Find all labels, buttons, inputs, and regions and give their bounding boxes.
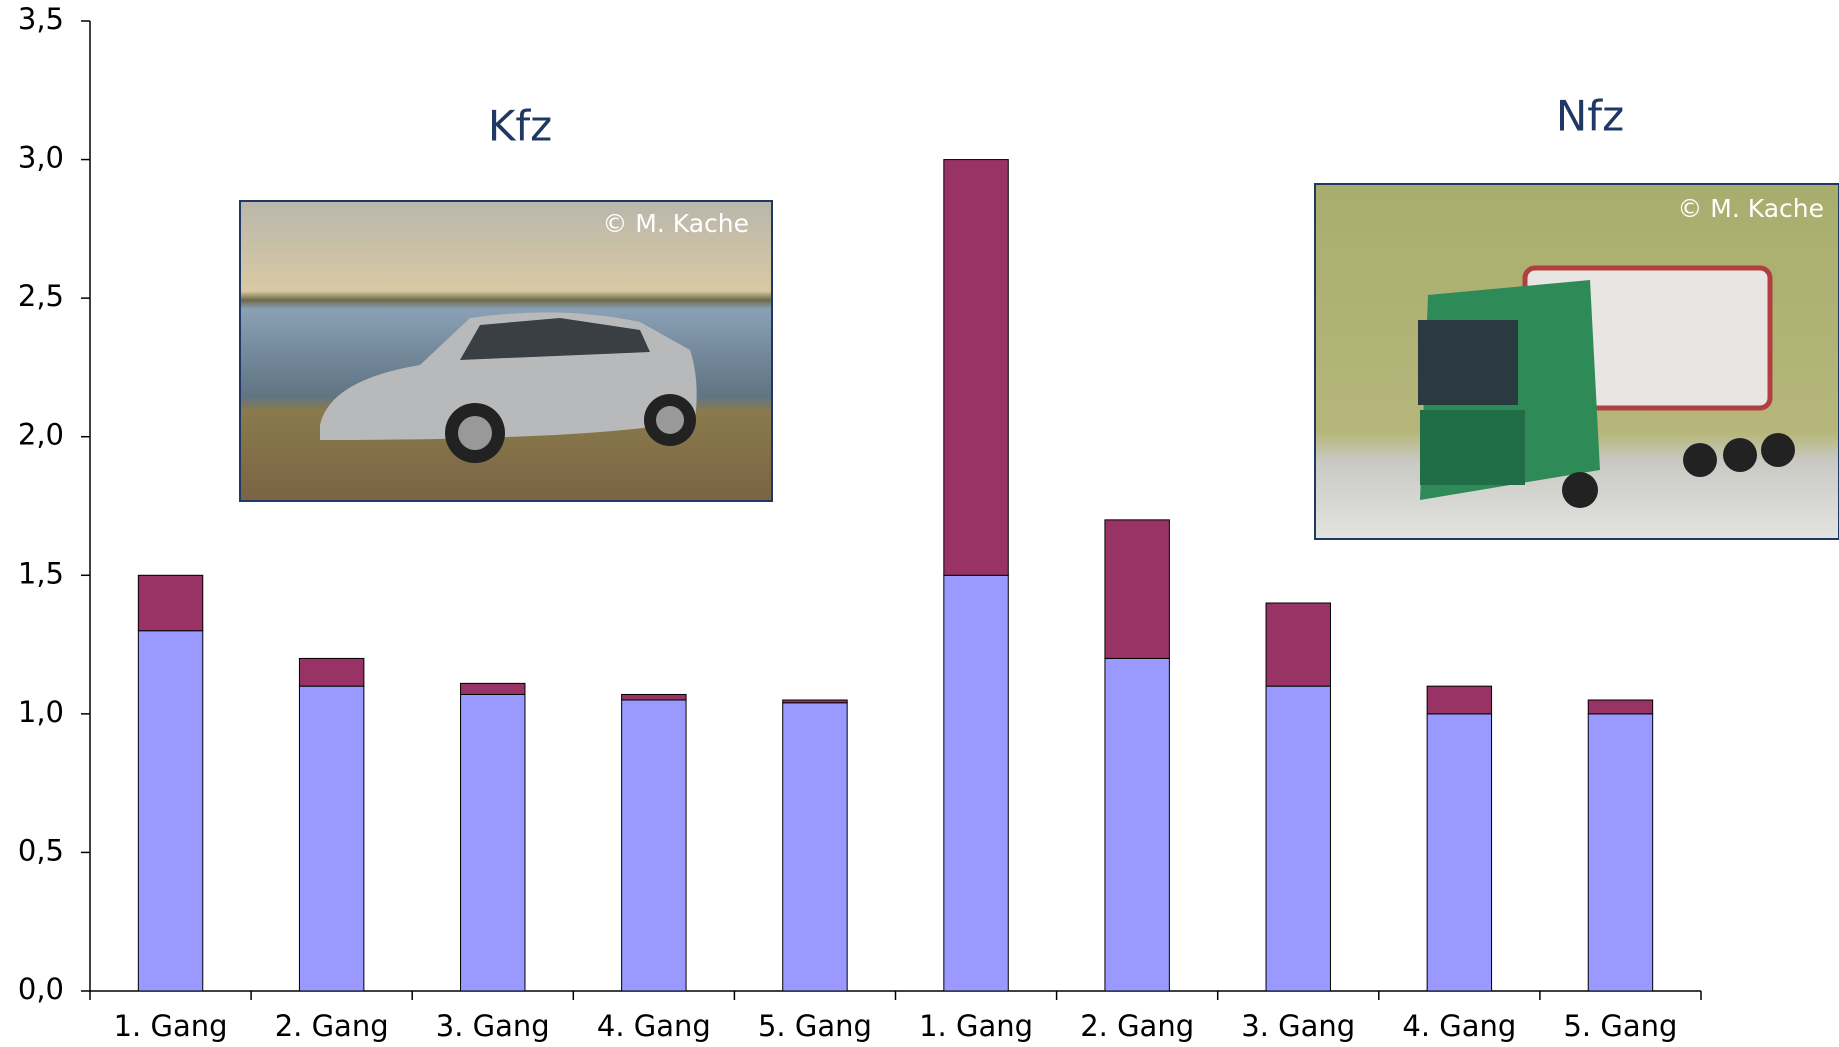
x-tick-label: 5. Gang (758, 1009, 872, 1043)
bar-segment (460, 682, 526, 695)
bar-segment (1265, 685, 1331, 992)
x-tick-label: 4. Gang (597, 1009, 711, 1043)
y-tick-label: 0,0 (18, 972, 64, 1006)
annotation: Nfz (1556, 92, 1624, 141)
y-tick-label: 0,5 (18, 833, 64, 867)
bar-segment (137, 630, 204, 992)
y-tick-label: 3,5 (18, 2, 64, 36)
photo-car (239, 200, 773, 502)
y-tick-label: 2,5 (18, 279, 64, 313)
x-tick-label: 1. Gang (919, 1009, 1033, 1043)
copyright: © M. Kache (602, 209, 749, 238)
bar-segment (943, 574, 1009, 992)
bar-segment (1265, 602, 1331, 687)
annotation: Kfz (488, 102, 552, 151)
bar-segment (1587, 713, 1654, 992)
x-tick-label: 4. Gang (1402, 1009, 1516, 1043)
copyright: © M. Kache (1677, 194, 1824, 223)
bar-segment (1426, 685, 1493, 715)
bar-segment (782, 699, 848, 704)
bar-segment (137, 574, 204, 632)
bar-segment (1587, 699, 1654, 715)
bar-segment (460, 693, 526, 992)
bar-segment (1104, 519, 1170, 659)
y-tick-label: 1,0 (18, 695, 64, 729)
bar-segment (943, 159, 1009, 576)
bar-segment (1426, 713, 1493, 992)
bar-segment (782, 702, 848, 992)
y-tick-label: 1,5 (18, 556, 64, 590)
x-tick-label: 3. Gang (436, 1009, 550, 1043)
bar-segment (1104, 657, 1170, 992)
x-tick-label: 1. Gang (114, 1009, 228, 1043)
bar-segment (621, 693, 687, 701)
y-tick-label: 2,0 (18, 418, 64, 452)
x-tick-label: 5. Gang (1563, 1009, 1677, 1043)
bar-segment (621, 699, 687, 992)
photo-truck (1314, 183, 1839, 540)
x-tick-label: 2. Gang (275, 1009, 389, 1043)
bar-segment (298, 657, 365, 687)
y-tick-label: 3,0 (18, 141, 64, 175)
bar-segment (298, 685, 365, 992)
x-tick-label: 2. Gang (1080, 1009, 1194, 1043)
x-tick-label: 3. Gang (1241, 1009, 1355, 1043)
